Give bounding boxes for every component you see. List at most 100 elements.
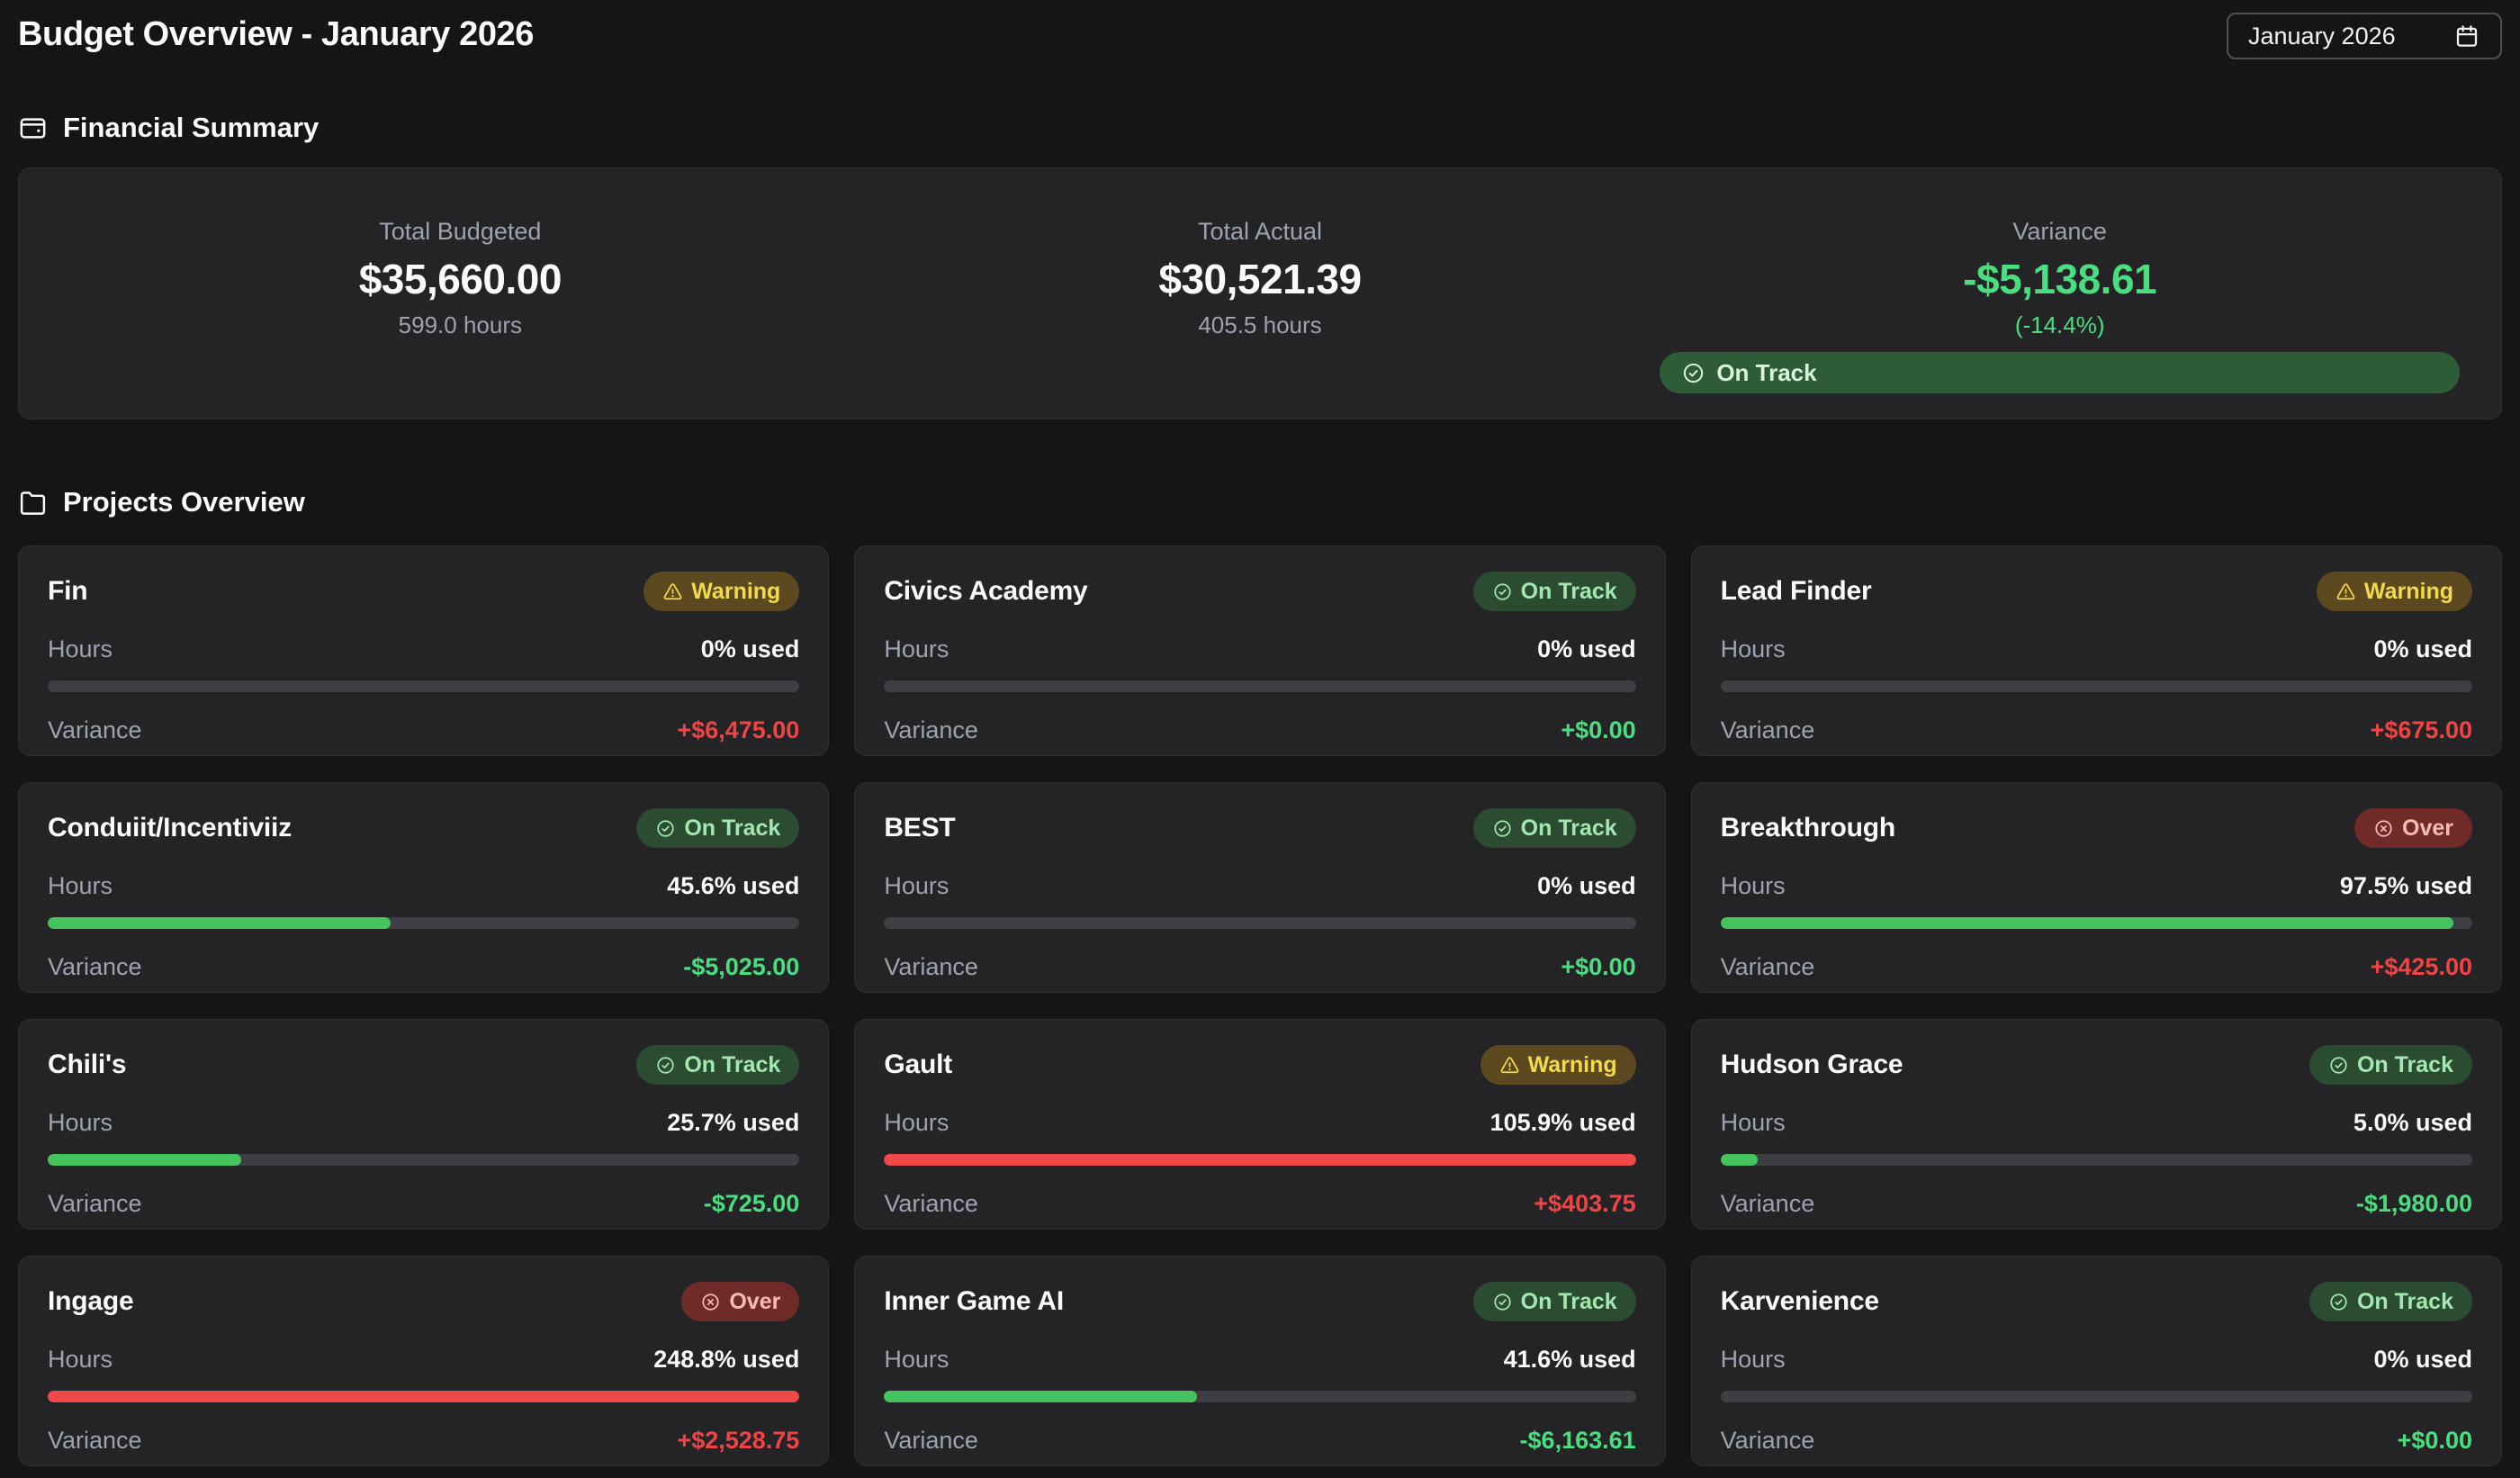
project-card: Gault Warning Hours 105.9% used Variance… [854,1019,1666,1230]
progress-fill [884,1154,1636,1166]
summary-status-label: On Track [1716,358,1817,386]
total-budgeted-label: Total Budgeted [379,218,542,245]
hours-label: Hours [1720,872,1786,899]
total-actual-label: Total Actual [1197,218,1323,245]
progress-track [884,1154,1636,1166]
hours-used-value: 0% used [1537,872,1636,899]
project-title: Inner Game AI [884,1286,1065,1316]
hours-label: Hours [48,1346,113,1373]
hours-row: Hours 105.9% used [884,1107,1635,1138]
hours-label: Hours [48,635,113,662]
check-circle-icon [1681,361,1706,385]
variance-label: Variance [1720,716,1815,744]
hours-label: Hours [884,1346,950,1373]
variance-label: Variance [1720,1427,1815,1454]
project-title: Gault [884,1050,952,1079]
variance-row: Variance +$425.00 [1721,951,2472,982]
hours-row: Hours 97.5% used [1721,870,2472,901]
progress-fill [48,1154,241,1166]
status-badge: On Track [1472,808,1636,848]
progress-track [884,680,1636,692]
status-badge-label: On Track [2356,1288,2453,1314]
hours-row: Hours 25.7% used [48,1107,799,1138]
hours-label: Hours [1720,1346,1786,1373]
status-badge: On Track [1472,1282,1636,1321]
status-badge-icon [662,581,683,602]
status-badge-icon [655,1055,676,1076]
project-card-header: Karvenience On Track [1721,1282,2472,1321]
hours-label: Hours [884,635,950,662]
progress-fill [1720,917,2454,929]
progress-track [48,1391,800,1402]
month-picker[interactable]: January 2026 [2227,13,2502,59]
hours-used-value: 41.6% used [1503,1346,1636,1373]
topbar: Budget Overview - January 2026 January 2… [18,13,2502,59]
hours-row: Hours 5.0% used [1721,1107,2472,1138]
hours-label: Hours [48,1109,113,1136]
variance-value: -$725.00 [703,1190,800,1217]
project-card: Karvenience On Track Hours 0% used Varia… [1690,1256,2502,1466]
hours-label: Hours [1720,1109,1786,1136]
status-badge: On Track [2308,1282,2472,1321]
variance-value: -$5,138.61 [1963,256,2157,302]
status-badge: On Track [636,808,800,848]
project-title: Civics Academy [884,576,1088,606]
status-badge-icon [1492,581,1513,602]
hours-row: Hours 248.8% used [48,1344,799,1374]
status-badge-icon [2336,581,2356,602]
variance-row: Variance +$0.00 [884,715,1635,745]
status-badge-icon [700,1292,721,1312]
progress-track [48,917,800,929]
status-badge-label: Warning [691,578,781,604]
variance-value: -$5,025.00 [683,953,800,980]
hours-label: Hours [884,872,950,899]
projects-overview-heading: Projects Overview [18,484,2502,520]
project-title: Ingage [48,1286,134,1316]
status-badge: Warning [644,572,800,611]
variance-row: Variance +$0.00 [1721,1425,2472,1455]
status-badge-icon [1492,1292,1513,1312]
variance-label: Variance [2012,218,2107,245]
variance-column: Variance -$5,138.61 (-14.4%) On Track [1660,217,2460,419]
status-badge-icon [2328,1292,2349,1312]
status-badge: On Track [1472,572,1636,611]
progress-fill [1720,1154,1759,1166]
total-actual-hours: 405.5 hours [1198,311,1322,338]
variance-label: Variance [48,953,142,980]
total-actual-value: $30,521.39 [1158,256,1362,302]
status-badge-label: On Track [684,1051,781,1077]
variance-value: +$6,475.00 [677,716,800,744]
variance-label: Variance [884,1427,978,1454]
progress-track [48,680,800,692]
hours-used-value: 0% used [2373,1346,2472,1373]
total-budgeted-column: Total Budgeted $35,660.00 599.0 hours [60,217,860,419]
status-badge: Warning [1480,1045,1636,1085]
calendar-icon[interactable] [2453,23,2480,50]
status-badge: On Track [636,1045,800,1085]
hours-used-value: 45.6% used [667,872,800,899]
project-card-header: Breakthrough Over [1721,808,2472,848]
progress-fill [48,917,391,929]
financial-summary-card: Total Budgeted $35,660.00 599.0 hours To… [18,167,2502,419]
financial-summary-heading: Financial Summary [18,110,2502,146]
variance-label: Variance [1720,953,1815,980]
project-title: BEST [884,813,956,843]
hours-used-value: 105.9% used [1490,1109,1636,1136]
project-title: Fin [48,576,88,606]
progress-track [1720,917,2472,929]
project-card-header: Conduiit/Incentiviiz On Track [48,808,800,848]
variance-label: Variance [884,716,978,744]
status-badge-icon [1492,818,1513,839]
progress-track [1720,1154,2472,1166]
hours-row: Hours 45.6% used [48,870,799,901]
progress-track [1720,680,2472,692]
variance-value: +$0.00 [2397,1427,2472,1454]
variance-row: Variance -$725.00 [48,1188,799,1219]
status-badge-icon [2328,1055,2349,1076]
project-card: BEST On Track Hours 0% used Variance +$0… [854,782,1666,993]
variance-row: Variance +$0.00 [884,951,1635,982]
status-badge-label: Over [729,1288,781,1314]
total-budgeted-hours: 599.0 hours [398,311,522,338]
progress-track [884,917,1636,929]
status-badge: Over [2354,808,2472,848]
